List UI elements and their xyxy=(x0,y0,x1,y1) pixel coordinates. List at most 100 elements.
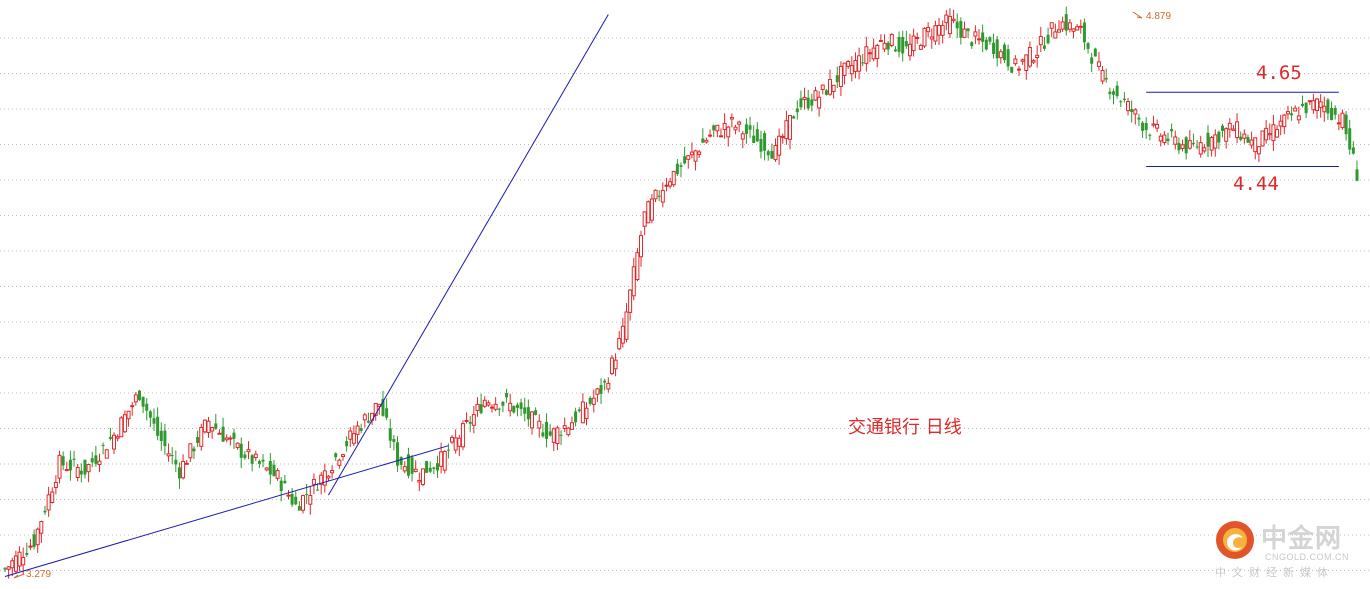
candle xyxy=(396,436,400,472)
candle-body xyxy=(770,151,774,159)
candle-body xyxy=(322,470,327,486)
candle xyxy=(28,538,33,551)
candle xyxy=(104,448,109,459)
candle-body xyxy=(569,422,574,430)
candle-body xyxy=(221,426,225,442)
candle-body xyxy=(72,458,76,460)
candle xyxy=(660,182,665,208)
candles xyxy=(3,6,1359,579)
candle-body xyxy=(639,235,644,258)
candle-body xyxy=(773,145,778,161)
candle-body xyxy=(679,165,683,167)
candle-body xyxy=(420,468,425,485)
candle-body xyxy=(10,560,15,569)
candle xyxy=(777,128,782,165)
candle xyxy=(1300,95,1304,108)
candle xyxy=(1333,105,1337,120)
candle-body xyxy=(831,84,836,92)
trendline-long-term-support xyxy=(4,445,449,577)
candle xyxy=(214,413,218,430)
candle xyxy=(1096,52,1101,71)
candle xyxy=(250,453,254,472)
candle-body xyxy=(1108,91,1112,95)
candle-body xyxy=(1296,115,1301,121)
candle-body xyxy=(1195,146,1199,148)
candle xyxy=(512,405,516,414)
candle xyxy=(355,421,360,444)
candle xyxy=(1010,66,1014,74)
candle-body xyxy=(1122,98,1126,101)
candle xyxy=(163,423,167,455)
candle xyxy=(83,459,87,479)
candle xyxy=(1141,121,1145,138)
candle xyxy=(813,86,818,101)
candle xyxy=(893,46,897,52)
candle xyxy=(188,443,193,462)
candle xyxy=(1315,97,1320,119)
candle-body xyxy=(591,397,596,405)
candle-body xyxy=(301,495,306,511)
candle-body xyxy=(508,402,513,412)
candle xyxy=(6,566,11,579)
candle xyxy=(1217,130,1221,150)
candle xyxy=(1071,28,1076,39)
candle xyxy=(1227,118,1232,138)
candle-body xyxy=(214,423,218,429)
candle-body xyxy=(1060,21,1065,30)
candle-body xyxy=(1213,134,1218,149)
candle-body xyxy=(668,181,673,187)
candle xyxy=(959,17,963,45)
candle xyxy=(951,9,956,24)
candle xyxy=(264,467,269,472)
candle-body xyxy=(1351,147,1355,154)
candle xyxy=(1351,141,1355,155)
candle-body xyxy=(359,428,363,431)
low-price-label: 3.279 xyxy=(26,569,51,580)
candle-body xyxy=(406,454,410,476)
candle-body xyxy=(1017,68,1021,71)
candle-body xyxy=(192,448,196,452)
candle xyxy=(1170,123,1174,138)
candle-body xyxy=(1020,59,1025,62)
candle xyxy=(1206,125,1210,158)
candle-body xyxy=(148,411,152,418)
candle xyxy=(831,84,836,99)
candle xyxy=(345,436,349,452)
candle xyxy=(820,84,825,95)
candle-body xyxy=(468,421,472,424)
candle xyxy=(1020,58,1025,65)
candle-body xyxy=(966,28,970,32)
candle-body xyxy=(886,42,890,50)
candle xyxy=(1355,160,1359,182)
candle xyxy=(1075,23,1080,31)
candle xyxy=(1187,130,1192,150)
candle xyxy=(759,130,763,159)
candle xyxy=(631,258,636,301)
candle xyxy=(420,468,425,487)
candle-body xyxy=(170,455,174,457)
candle xyxy=(272,460,276,477)
candle xyxy=(1049,22,1054,38)
candle-body xyxy=(1046,34,1050,44)
candle-body xyxy=(64,469,69,472)
candle xyxy=(929,28,934,49)
candle-body xyxy=(1056,29,1061,33)
candle-body xyxy=(780,135,785,138)
candle-body xyxy=(334,453,338,458)
candle xyxy=(32,529,36,550)
candle xyxy=(1119,99,1123,107)
candle xyxy=(268,452,272,485)
candle-body xyxy=(156,416,160,436)
candle-body xyxy=(35,528,40,546)
candle xyxy=(788,115,793,150)
candle-body xyxy=(683,156,687,164)
candle xyxy=(413,460,418,473)
candle xyxy=(359,423,363,434)
candle-body xyxy=(867,52,872,55)
candle-body xyxy=(337,459,342,466)
candle-body xyxy=(555,427,560,445)
candle-body xyxy=(1148,134,1152,136)
candle xyxy=(562,417,567,433)
candle-body xyxy=(606,382,611,390)
candle xyxy=(13,550,18,574)
